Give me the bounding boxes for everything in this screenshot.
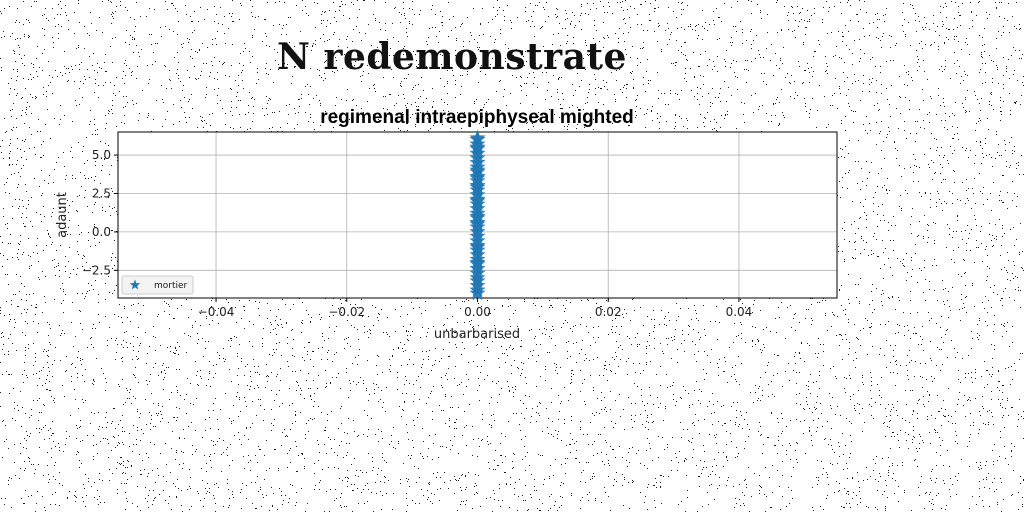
- data-point: [469, 223, 486, 239]
- y-axis-label: adaunt: [55, 192, 70, 238]
- y-tick-label: 2.5: [92, 186, 111, 200]
- series-mortier: [469, 129, 486, 301]
- data-point: [469, 269, 486, 285]
- y-axis-ticks: −2.5 0.0 2.5 5.0: [82, 148, 118, 277]
- legend-star-icon: [129, 279, 141, 290]
- data-point: [469, 161, 486, 178]
- x-tick-label: 0.02: [595, 305, 622, 319]
- data-point: [469, 238, 486, 255]
- x-tick-label: −0.04: [198, 305, 235, 319]
- x-tick-label: −0.02: [328, 305, 365, 319]
- y-tick-label: −2.5: [82, 263, 111, 277]
- x-axis-label: unbarbarised: [434, 327, 520, 342]
- data-point: [469, 284, 486, 301]
- legend-box: [121, 275, 194, 295]
- data-point: [469, 138, 486, 155]
- y-tick-label: 5.0: [92, 148, 111, 162]
- page-title: N redemonstrate: [277, 36, 627, 78]
- data-point: [469, 129, 486, 146]
- data-point: [469, 215, 486, 232]
- data-point: [469, 169, 486, 185]
- x-axis-ticks: −0.04 −0.02 0.00 0.02 0.04: [198, 298, 753, 319]
- legend: mortier: [121, 275, 194, 295]
- data-point: [469, 228, 486, 244]
- data-point: [469, 178, 486, 195]
- x-tick-label: 0.04: [726, 305, 753, 319]
- y-tick-label: 0.0: [92, 225, 111, 239]
- data-point: [469, 149, 486, 166]
- data-point: [469, 145, 486, 161]
- data-point: [469, 264, 486, 281]
- legend-label: mortier: [154, 281, 188, 291]
- data-point: [469, 260, 486, 276]
- data-point: [469, 254, 486, 270]
- chart-title: regimenal intraepiphyseal mighted: [320, 107, 634, 128]
- data-point: [469, 192, 486, 209]
- x-tick-label: 0.00: [464, 305, 491, 319]
